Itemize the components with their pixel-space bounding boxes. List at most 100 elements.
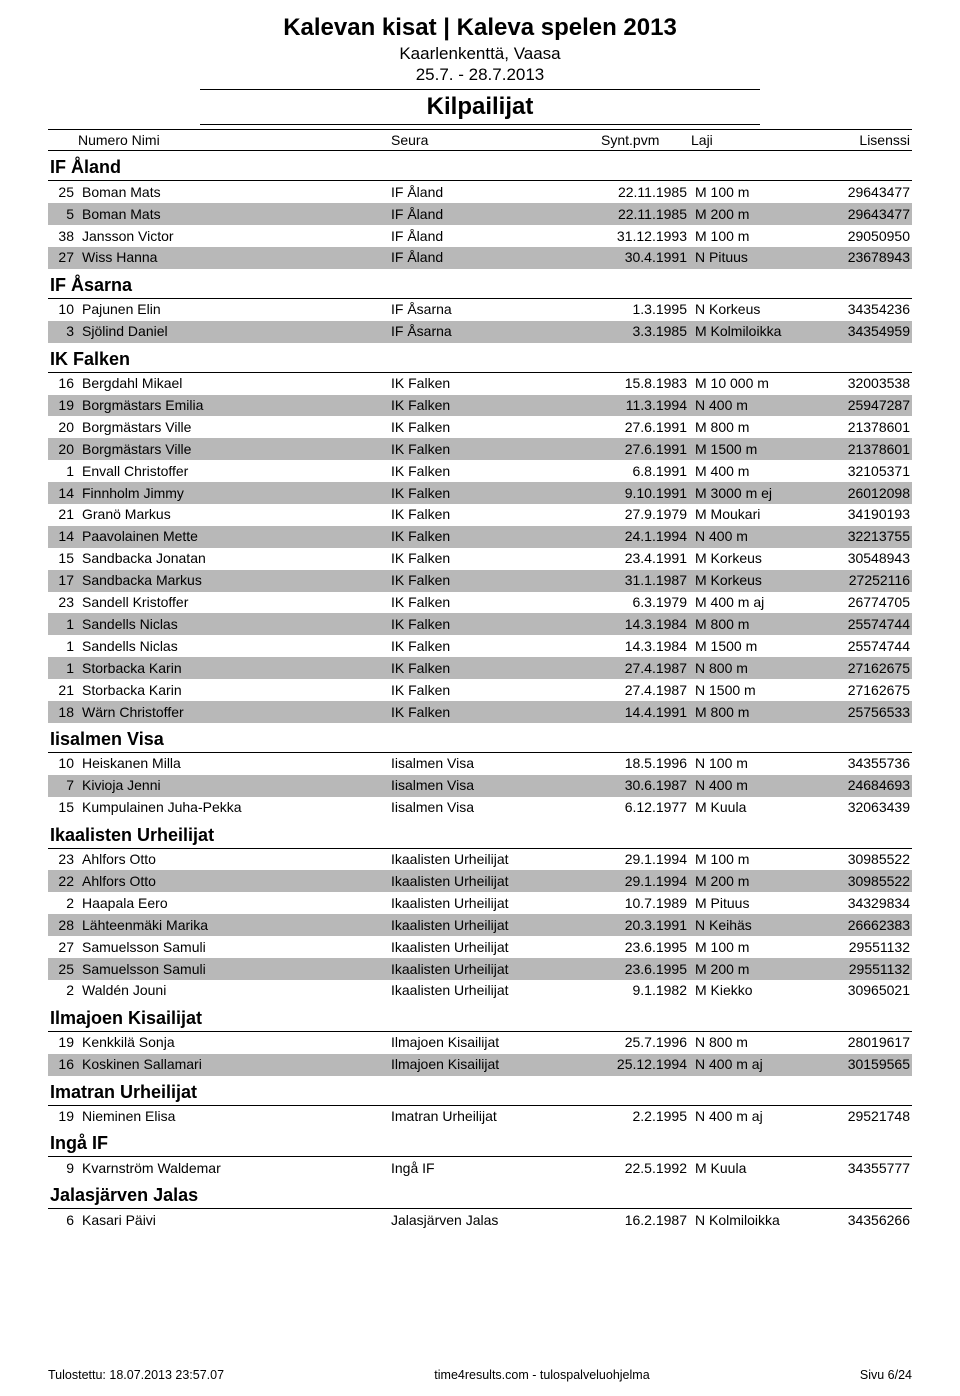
cell-club: Ikaalisten Urheilijat: [389, 938, 599, 957]
club-rows: 6Kasari PäiviJalasjärven Jalas16.2.1987N…: [48, 1209, 912, 1231]
cell-club: IK Falken: [389, 462, 599, 481]
cell-club: IK Falken: [389, 593, 599, 612]
cell-lic: 29643477: [824, 205, 912, 224]
cell-num: 14: [48, 484, 76, 503]
cell-lic: 30548943: [824, 549, 912, 568]
cell-bdate: 10.7.1989: [599, 894, 689, 913]
cell-name: Jansson Victor: [76, 227, 389, 246]
section-title: Kilpailijat: [48, 92, 912, 122]
cell-lic: 27162675: [824, 681, 912, 700]
cell-lic: 25574744: [824, 637, 912, 656]
cell-bdate: 23.6.1995: [599, 938, 689, 957]
cell-lic: 21378601: [824, 440, 912, 459]
cell-lic: 29521748: [824, 1107, 912, 1126]
table-row: 16Koskinen SallamariIlmajoen Kisailijat2…: [48, 1054, 912, 1076]
cell-name: Nieminen Elisa: [76, 1107, 389, 1126]
cell-lic: 34354959: [824, 322, 912, 341]
cell-lic: 30159565: [824, 1055, 912, 1074]
cell-num: 7: [48, 776, 76, 795]
cell-lic: 32105371: [824, 462, 912, 481]
cell-club: Ingå IF: [389, 1159, 599, 1178]
cell-num: 19: [48, 1033, 76, 1052]
rule-below-section: [200, 124, 760, 125]
cell-club: Ikaalisten Urheilijat: [389, 960, 599, 979]
cell-num: 20: [48, 440, 76, 459]
cell-bdate: 24.1.1994: [599, 527, 689, 546]
cell-bdate: 23.6.1995: [599, 960, 689, 979]
cell-lic: 32003538: [824, 374, 912, 393]
cell-event: M 800 m: [689, 615, 824, 634]
table-row: 19Nieminen ElisaImatran Urheilijat2.2.19…: [48, 1106, 912, 1128]
cell-event: M 1500 m: [689, 637, 824, 656]
cell-name: Paavolainen Mette: [76, 527, 389, 546]
cell-bdate: 3.3.1985: [599, 322, 689, 341]
cell-club: IK Falken: [389, 396, 599, 415]
cell-club: IK Falken: [389, 571, 599, 590]
event-title: Kalevan kisat | Kaleva spelen 2013: [48, 14, 912, 43]
cell-event: M 800 m: [689, 418, 824, 437]
cell-name: Borgmästars Emilia: [76, 396, 389, 415]
cell-num: 19: [48, 396, 76, 415]
cell-lic: 30985522: [824, 850, 912, 869]
cell-event: M 200 m: [689, 960, 824, 979]
cell-club: IK Falken: [389, 440, 599, 459]
cell-lic: 21378601: [824, 418, 912, 437]
club-heading: Ingå IF: [48, 1129, 912, 1157]
cell-bdate: 18.5.1996: [599, 754, 689, 773]
cell-event: N 400 m: [689, 527, 824, 546]
cell-bdate: 14.4.1991: [599, 703, 689, 722]
cell-club: IK Falken: [389, 681, 599, 700]
cell-name: Sandbacka Jonatan: [76, 549, 389, 568]
cell-num: 15: [48, 549, 76, 568]
cell-bdate: 16.2.1987: [599, 1211, 689, 1230]
page-footer: Tulostettu: 18.07.2013 23:57.07 time4res…: [48, 1368, 912, 1382]
cell-club: Ikaalisten Urheilijat: [389, 850, 599, 869]
table-row: 18Wärn ChristofferIK Falken14.4.1991M 80…: [48, 701, 912, 723]
cell-club: IK Falken: [389, 527, 599, 546]
cell-club: IF Åland: [389, 183, 599, 202]
cell-club: Iisalmen Visa: [389, 798, 599, 817]
cell-event: N Kolmiloikka: [689, 1211, 824, 1230]
cell-club: Ikaalisten Urheilijat: [389, 894, 599, 913]
cell-lic: 29050950: [824, 227, 912, 246]
col-header-syntpvm: Synt.pvm: [599, 132, 689, 148]
cell-bdate: 30.4.1991: [599, 248, 689, 267]
cell-num: 3: [48, 322, 76, 341]
cell-bdate: 25.12.1994: [599, 1055, 689, 1074]
club-rows: 10Heiskanen MillaIisalmen Visa18.5.1996N…: [48, 753, 912, 819]
cell-lic: 32213755: [824, 527, 912, 546]
club-heading: Imatran Urheilijat: [48, 1078, 912, 1106]
cell-bdate: 1.3.1995: [599, 300, 689, 319]
cell-num: 38: [48, 227, 76, 246]
cell-bdate: 2.2.1995: [599, 1107, 689, 1126]
cell-lic: 34356266: [824, 1211, 912, 1230]
cell-bdate: 9.1.1982: [599, 981, 689, 1000]
table-row: 21Granö MarkusIK Falken27.9.1979M Moukar…: [48, 504, 912, 526]
clubs-container: IF Åland25Boman MatsIF Åland22.11.1985M …: [48, 153, 912, 1231]
table-row: 14Paavolainen MetteIK Falken24.1.1994N 4…: [48, 526, 912, 548]
cell-name: Storbacka Karin: [76, 681, 389, 700]
table-row: 22Ahlfors OttoIkaalisten Urheilijat29.1.…: [48, 870, 912, 892]
cell-name: Pajunen Elin: [76, 300, 389, 319]
cell-lic: 29551132: [824, 938, 912, 957]
cell-event: M 200 m: [689, 205, 824, 224]
cell-num: 28: [48, 916, 76, 935]
cell-name: Koskinen Sallamari: [76, 1055, 389, 1074]
cell-club: IK Falken: [389, 637, 599, 656]
cell-bdate: 27.9.1979: [599, 505, 689, 524]
cell-club: Ikaalisten Urheilijat: [389, 872, 599, 891]
club-rows: 19Nieminen ElisaImatran Urheilijat2.2.19…: [48, 1106, 912, 1128]
cell-name: Borgmästars Ville: [76, 440, 389, 459]
cell-event: M Kolmiloikka: [689, 322, 824, 341]
cell-num: 9: [48, 1159, 76, 1178]
cell-name: Samuelsson Samuli: [76, 960, 389, 979]
rule-above-section: [200, 89, 760, 90]
cell-event: N 400 m aj: [689, 1107, 824, 1126]
cell-bdate: 22.11.1985: [599, 205, 689, 224]
cell-bdate: 23.4.1991: [599, 549, 689, 568]
cell-bdate: 31.1.1987: [599, 571, 689, 590]
cell-bdate: 15.8.1983: [599, 374, 689, 393]
cell-club: Imatran Urheilijat: [389, 1107, 599, 1126]
table-row: 7Kivioja JenniIisalmen Visa30.6.1987N 40…: [48, 775, 912, 797]
cell-event: M 100 m: [689, 183, 824, 202]
